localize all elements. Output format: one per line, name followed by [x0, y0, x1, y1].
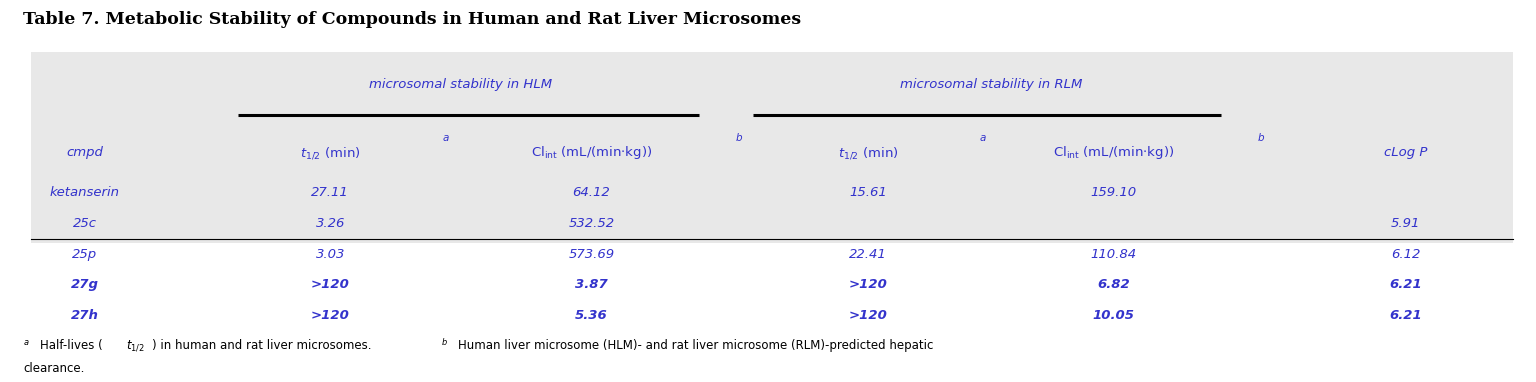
- Text: 532.52: 532.52: [568, 217, 614, 230]
- Text: 6.82: 6.82: [1097, 278, 1130, 291]
- Text: >120: >120: [310, 309, 350, 322]
- Text: $^a$: $^a$: [23, 339, 29, 352]
- Text: 6.21: 6.21: [1389, 278, 1422, 291]
- Text: >120: >120: [848, 309, 888, 322]
- Text: a: a: [980, 133, 986, 143]
- Text: $t_{1/2}$: $t_{1/2}$: [126, 338, 144, 353]
- Text: cLog P: cLog P: [1384, 146, 1427, 159]
- Text: microsomal stability in HLM: microsomal stability in HLM: [369, 78, 553, 91]
- Text: Human liver microsome (HLM)- and rat liver microsome (RLM)-predicted hepatic: Human liver microsome (HLM)- and rat liv…: [458, 339, 932, 352]
- Text: $\mathrm{Cl_{int}}$ $\mathrm{(mL/(min{\cdot}kg))}$: $\mathrm{Cl_{int}}$ $\mathrm{(mL/(min{\c…: [531, 144, 651, 161]
- Text: clearance.: clearance.: [23, 362, 84, 375]
- Text: 6.12: 6.12: [1390, 248, 1421, 261]
- Text: 25c: 25c: [72, 217, 97, 230]
- Text: 110.84: 110.84: [1091, 248, 1137, 261]
- Text: 159.10: 159.10: [1091, 186, 1137, 199]
- Text: cmpd: cmpd: [66, 146, 103, 159]
- Text: 25p: 25p: [72, 248, 97, 261]
- Text: 64.12: 64.12: [573, 186, 610, 199]
- Text: b: b: [736, 133, 742, 143]
- Text: Half-lives (: Half-lives (: [40, 339, 103, 352]
- Text: 3.03: 3.03: [315, 248, 346, 261]
- Text: 15.61: 15.61: [849, 186, 886, 199]
- Text: 22.41: 22.41: [849, 248, 886, 261]
- Bar: [31, 52, 1513, 243]
- Text: 3.87: 3.87: [574, 278, 608, 291]
- Text: $\mathrm{Cl_{int}}$ $\mathrm{(mL/(min{\cdot}kg))}$: $\mathrm{Cl_{int}}$ $\mathrm{(mL/(min{\c…: [1054, 144, 1174, 161]
- Text: 27h: 27h: [71, 309, 98, 322]
- Text: a: a: [442, 133, 449, 143]
- Text: ) in human and rat liver microsomes.: ) in human and rat liver microsomes.: [152, 339, 372, 352]
- Text: b: b: [1258, 133, 1264, 143]
- Text: $t_{1/2}$ $(\mathrm{min})$: $t_{1/2}$ $(\mathrm{min})$: [300, 145, 361, 161]
- Text: 5.36: 5.36: [574, 309, 608, 322]
- Text: $^b$: $^b$: [441, 339, 449, 352]
- Text: >120: >120: [848, 278, 888, 291]
- Text: $t_{1/2}$ $(\mathrm{min})$: $t_{1/2}$ $(\mathrm{min})$: [837, 145, 899, 161]
- Text: ketanserin: ketanserin: [49, 186, 120, 199]
- Text: >120: >120: [310, 278, 350, 291]
- Text: 6.21: 6.21: [1389, 309, 1422, 322]
- Text: 5.91: 5.91: [1390, 217, 1421, 230]
- Text: 27g: 27g: [71, 278, 98, 291]
- Text: 27.11: 27.11: [312, 186, 349, 199]
- Text: 3.26: 3.26: [315, 217, 346, 230]
- Text: 573.69: 573.69: [568, 248, 614, 261]
- Text: 10.05: 10.05: [1092, 309, 1135, 322]
- Text: microsomal stability in RLM: microsomal stability in RLM: [900, 78, 1081, 91]
- Text: Table 7. Metabolic Stability of Compounds in Human and Rat Liver Microsomes: Table 7. Metabolic Stability of Compound…: [23, 11, 802, 29]
